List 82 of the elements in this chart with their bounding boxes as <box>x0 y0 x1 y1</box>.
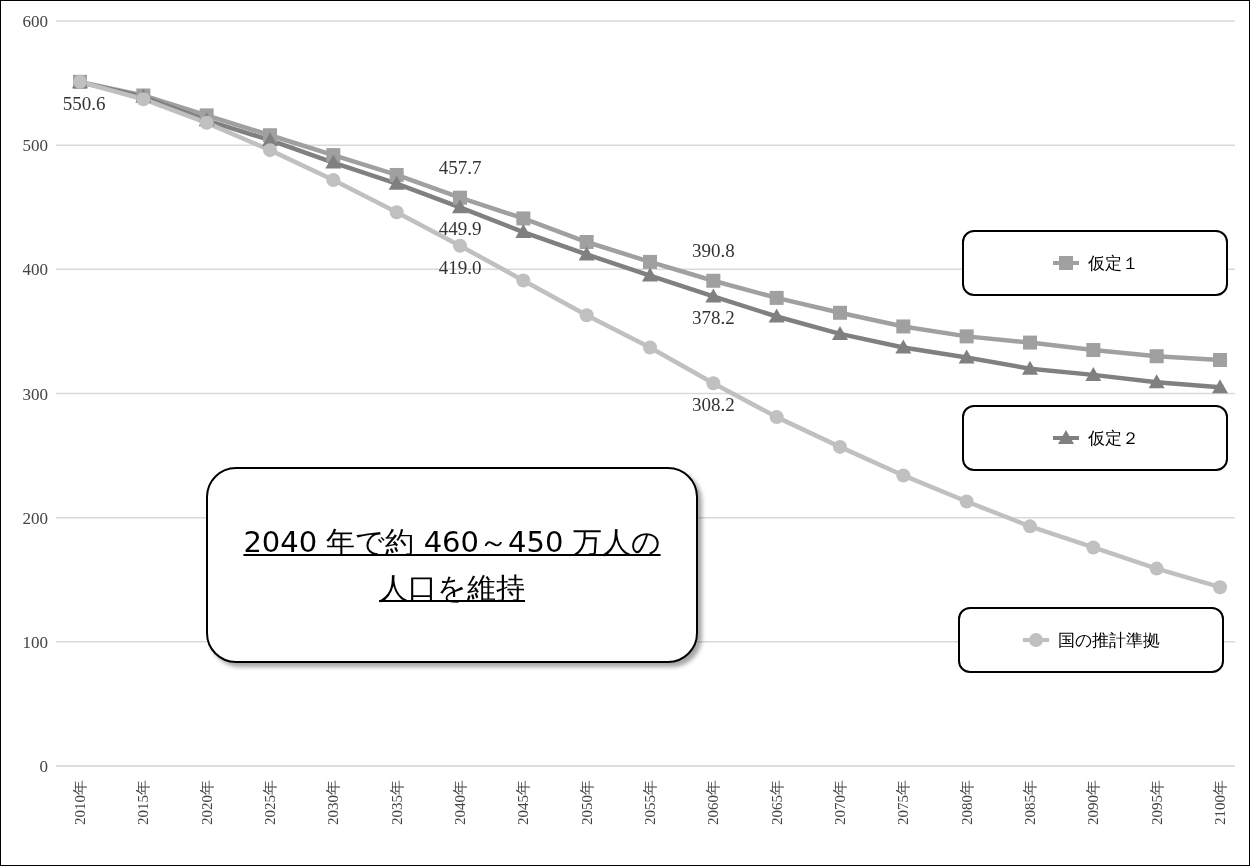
point <box>515 224 532 239</box>
point <box>959 329 974 344</box>
point <box>1085 366 1102 381</box>
y-tick-label: 300 <box>22 384 48 404</box>
point <box>643 254 657 269</box>
point <box>1149 561 1164 576</box>
point <box>263 143 277 158</box>
point <box>895 339 912 354</box>
annotation: 2040 年で約 460～450 万人の人口を維持 <box>242 524 662 607</box>
point <box>516 273 531 288</box>
data-label: 390.8 <box>691 239 735 261</box>
point <box>769 290 784 305</box>
data-label: 378.2 <box>691 307 735 329</box>
point <box>959 494 974 509</box>
point <box>958 349 975 364</box>
x-tick-label: 2040年 <box>452 780 468 825</box>
x-tick-label: 2025年 <box>262 780 278 825</box>
point <box>579 235 594 250</box>
point <box>833 439 847 454</box>
x-tick-label: 2030年 <box>325 780 342 825</box>
x-tick-label: 2065年 <box>768 780 785 825</box>
point <box>1213 352 1227 367</box>
legend-label: 国の推計準拠 <box>1058 628 1160 652</box>
point <box>832 325 848 340</box>
point <box>578 246 595 261</box>
point <box>1148 374 1165 389</box>
data-label: 449.9 <box>438 218 482 240</box>
x-tick-label: 2080年 <box>958 780 975 825</box>
point <box>326 172 341 187</box>
x-tick-label: 2045年 <box>515 780 532 825</box>
x-tick-label: 2035年 <box>388 780 405 825</box>
point <box>516 211 531 226</box>
legend-label: 仮定１ <box>1087 251 1139 275</box>
point <box>705 288 722 303</box>
x-tick-label: 2015年 <box>135 780 152 825</box>
point <box>896 468 911 483</box>
point <box>1086 343 1101 358</box>
point <box>706 273 721 288</box>
point <box>389 205 404 220</box>
point <box>579 308 594 323</box>
y-tick-label: 100 <box>22 632 48 652</box>
x-tick-label: 2100年 <box>1212 780 1228 825</box>
data-label: 308.2 <box>691 394 735 416</box>
point <box>136 92 151 107</box>
y-tick-label: 200 <box>22 508 48 528</box>
point <box>452 199 468 214</box>
point <box>896 319 911 334</box>
point <box>643 340 657 355</box>
x-tick-label: 2070年 <box>832 780 848 825</box>
point <box>833 305 847 320</box>
x-tick-label: 2095年 <box>1148 780 1165 825</box>
point <box>1086 540 1101 555</box>
point <box>1023 519 1037 534</box>
data-label: 457.7 <box>438 156 482 178</box>
x-tick-label: 2055年 <box>642 780 658 825</box>
point <box>1023 335 1037 350</box>
legend-label: 仮定２ <box>1087 426 1139 450</box>
x-tick-label: 2075年 <box>895 780 912 825</box>
point <box>1022 360 1038 375</box>
x-tick-label: 2085年 <box>1022 780 1038 825</box>
point <box>1213 580 1227 595</box>
x-tick-label: 2060年 <box>705 780 722 825</box>
point <box>642 267 658 282</box>
point <box>453 238 467 253</box>
point <box>388 175 405 190</box>
point <box>768 308 785 323</box>
y-tick-label: 0 <box>39 757 48 777</box>
point <box>769 410 784 425</box>
y-tick-label: 400 <box>22 260 48 280</box>
x-tick-label: 2090年 <box>1085 780 1102 825</box>
data-label: 550.6 <box>62 93 106 115</box>
point <box>1212 379 1228 394</box>
y-tick-label: 600 <box>22 12 48 32</box>
data-label: 419.0 <box>438 256 482 278</box>
point <box>453 190 467 205</box>
x-tick-label: 2050年 <box>578 780 595 825</box>
point <box>1149 349 1164 364</box>
y-tick-label: 500 <box>22 136 48 156</box>
point <box>325 154 342 169</box>
x-tick-label: 2010年 <box>72 780 88 825</box>
point <box>706 376 721 391</box>
x-tick-label: 2020年 <box>198 780 215 825</box>
